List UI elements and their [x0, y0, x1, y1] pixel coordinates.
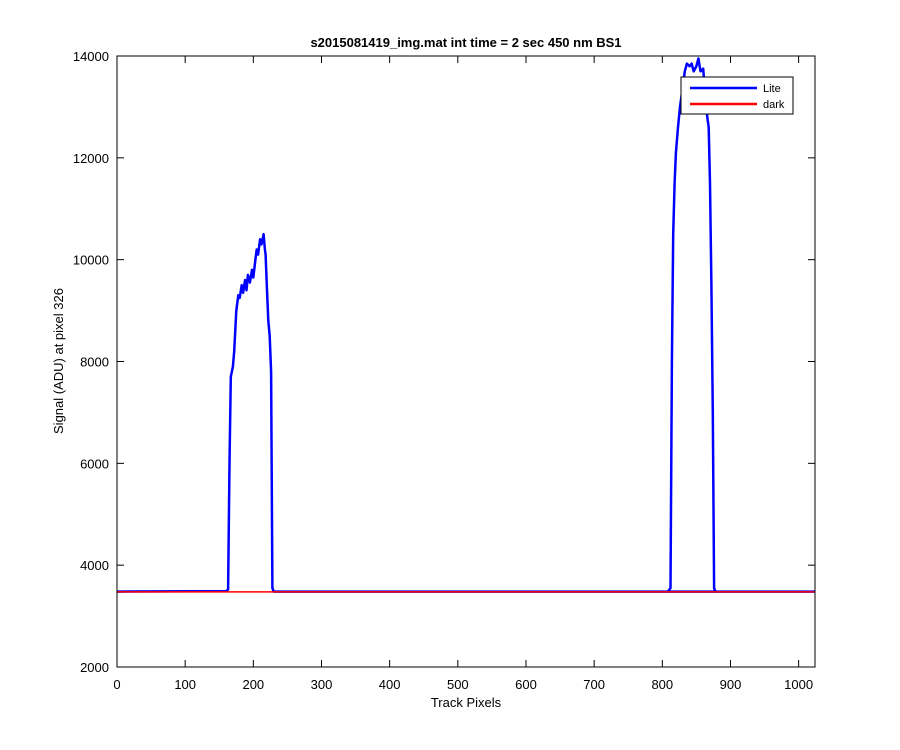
- x-tick-label: 600: [515, 677, 537, 692]
- series-layer: [116, 57, 815, 593]
- x-tick-label: 900: [720, 677, 742, 692]
- x-tick-label: 100: [174, 677, 196, 692]
- x-tick-label: 500: [447, 677, 469, 692]
- x-tick-label: 1000: [784, 677, 813, 692]
- x-tick-label: 800: [651, 677, 673, 692]
- legend-box: [680, 76, 794, 115]
- x-tick-label: 400: [379, 677, 401, 692]
- x-axis-label: Track Pixels: [431, 695, 502, 710]
- series-lite-line-peak2: [666, 57, 717, 593]
- y-tick-label: 6000: [80, 456, 109, 471]
- y-tick-label: 12000: [73, 151, 109, 166]
- y-axis-label: Signal (ADU) at pixel 326: [51, 288, 66, 434]
- y-tick-label: 14000: [73, 49, 109, 64]
- y-axis-ticks: 2000 4000 6000 8000 10000 12000 14000: [73, 49, 815, 675]
- x-tick-label: 0: [113, 677, 120, 692]
- y-tick-label: 10000: [73, 253, 109, 268]
- series-lite-line: [116, 232, 815, 593]
- y-tick-label: 8000: [80, 355, 109, 370]
- legend-label-dark: dark: [763, 99, 785, 111]
- x-axis-ticks: 0 100 200 300 400 500 600 700 800 900 1000: [113, 56, 813, 692]
- x-tick-label: 200: [242, 677, 264, 692]
- x-tick-label: 700: [583, 677, 605, 692]
- y-tick-label: 4000: [80, 558, 109, 573]
- y-tick-label: 2000: [80, 660, 109, 675]
- legend: Lite dark: [680, 76, 794, 115]
- legend-label-lite: Lite: [763, 83, 781, 95]
- x-tick-label: 300: [311, 677, 333, 692]
- chart-title: s2015081419_img.mat int time = 2 sec 450…: [310, 35, 621, 50]
